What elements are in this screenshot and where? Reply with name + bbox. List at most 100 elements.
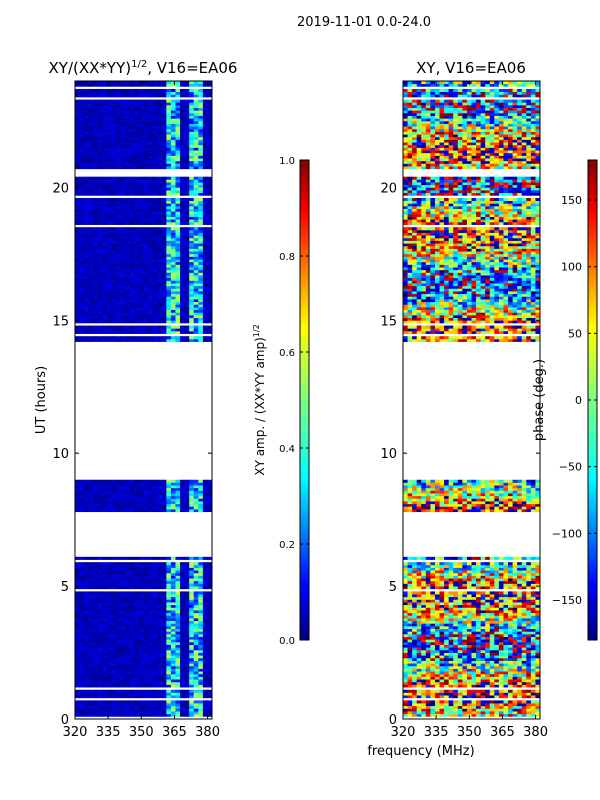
amplitude-heatmap-cell xyxy=(129,493,135,497)
amplitude-heatmap-cell xyxy=(189,679,195,683)
amplitude-heatmap-cell xyxy=(97,689,103,693)
amplitude-heatmap-cell xyxy=(125,104,131,108)
amplitude-heatmap-cell xyxy=(120,182,126,186)
amplitude-heatmap-cell xyxy=(170,189,176,194)
amplitude-heatmap-cell xyxy=(166,485,172,489)
amplitude-heatmap-cell xyxy=(148,660,154,664)
amplitude-heatmap-cell xyxy=(161,235,167,239)
amplitude-heatmap-cell xyxy=(143,123,149,127)
amplitude-heatmap-cell xyxy=(157,304,163,308)
amplitude-heatmap-cell xyxy=(202,163,208,167)
amplitude-heatmap-cell xyxy=(84,163,90,167)
amplitude-heatmap-cell xyxy=(75,490,80,494)
amplitude-heatmap-cell xyxy=(84,636,90,640)
amplitude-heatmap-cell xyxy=(143,221,149,225)
amplitude-heatmap-cell xyxy=(125,665,131,669)
amplitude-heatmap-cell xyxy=(75,227,80,231)
amplitude-heatmap-cell xyxy=(152,126,158,130)
amplitude-heatmap-cell xyxy=(102,232,108,236)
amplitude-heatmap-cell xyxy=(138,91,144,95)
amplitude-heatmap-cell xyxy=(161,288,167,292)
amplitude-xtick-label: 350 xyxy=(129,725,154,740)
phase-heatmap-cell xyxy=(412,711,418,715)
amplitude-heatmap-cell xyxy=(193,288,199,292)
amplitude-heatmap-cell xyxy=(120,338,126,342)
amplitude-heatmap-cell xyxy=(193,495,199,499)
amplitude-heatmap-cell xyxy=(79,604,85,608)
amplitude-heatmap-cell xyxy=(207,338,212,342)
amplitude-heatmap-cell xyxy=(97,330,103,334)
amplitude-heatmap-cell xyxy=(198,655,204,659)
amplitude-heatmap-cell xyxy=(120,208,126,212)
amplitude-heatmap-cell xyxy=(170,200,176,204)
amplitude-heatmap-cell xyxy=(193,625,199,630)
amplitude-heatmap-cell xyxy=(116,205,122,209)
amplitude-heatmap-cell xyxy=(166,243,172,247)
amplitude-heatmap-cell xyxy=(143,506,149,510)
amplitude-heatmap-cell xyxy=(180,131,185,135)
amplitude-heatmap-cell xyxy=(79,163,85,167)
amplitude-heatmap-cell xyxy=(129,647,135,651)
amplitude-heatmap-cell xyxy=(106,652,112,656)
amplitude-heatmap-cell xyxy=(138,482,144,486)
amplitude-heatmap-cell xyxy=(111,615,117,619)
amplitude-heatmap-cell xyxy=(93,134,99,138)
amplitude-heatmap-cell xyxy=(189,631,195,635)
amplitude-heatmap-cell xyxy=(111,219,117,223)
amplitude-heatmap-cell xyxy=(111,126,117,130)
amplitude-heatmap-cell xyxy=(84,705,90,709)
amplitude-heatmap-cell xyxy=(125,94,131,98)
amplitude-heatmap-cell xyxy=(189,705,195,709)
amplitude-heatmap-cell xyxy=(106,99,112,103)
amplitude-heatmap-cell xyxy=(106,564,112,568)
amplitude-heatmap-cell xyxy=(84,570,90,574)
amplitude-heatmap-cell xyxy=(75,237,80,241)
amplitude-heatmap-cell xyxy=(129,232,135,236)
amplitude-heatmap-cell xyxy=(120,107,126,111)
amplitude-heatmap-cell xyxy=(161,328,167,332)
amplitude-heatmap-cell xyxy=(184,267,190,271)
amplitude-heatmap-cell xyxy=(111,187,117,191)
amplitude-heatmap-cell xyxy=(180,283,185,287)
amplitude-heatmap-cell xyxy=(148,182,154,186)
amplitude-heatmap-cell xyxy=(125,578,131,582)
amplitude-heatmap-cell xyxy=(84,285,90,289)
phase-heatmap-cell xyxy=(412,713,418,717)
amplitude-heatmap-cell xyxy=(129,144,135,148)
amplitude-heatmap-cell xyxy=(202,208,208,212)
amplitude-heatmap-cell xyxy=(79,277,85,281)
amplitude-heatmap-cell xyxy=(198,652,204,656)
amplitude-heatmap-cell xyxy=(207,187,212,191)
amplitude-heatmap-cell xyxy=(111,610,117,614)
amplitude-heatmap-cell xyxy=(84,485,90,489)
amplitude-heatmap-cell xyxy=(125,134,131,138)
amplitude-heatmap-cell xyxy=(175,676,181,680)
amplitude-heatmap-cell xyxy=(157,184,163,188)
amplitude-heatmap-cell xyxy=(134,591,140,595)
amplitude-heatmap-cell xyxy=(175,240,181,244)
phase-heatmap-cell xyxy=(471,695,477,699)
amplitude-heatmap-cell xyxy=(106,325,112,329)
amplitude-heatmap-cell xyxy=(75,625,80,630)
amplitude-heatmap-cell xyxy=(193,227,199,231)
amplitude-heatmap-cell xyxy=(129,641,135,645)
amplitude-heatmap-cell xyxy=(152,158,158,162)
amplitude-heatmap-cell xyxy=(125,253,131,257)
amplitude-heatmap-cell xyxy=(207,184,212,188)
amplitude-heatmap-cell xyxy=(143,200,149,204)
amplitude-heatmap-cell xyxy=(148,599,154,603)
amplitude-heatmap-cell xyxy=(143,695,149,699)
amplitude-colorbar-tick-label: 1.0 xyxy=(279,156,295,167)
amplitude-heatmap-cell xyxy=(157,612,163,616)
amplitude-heatmap-cell xyxy=(102,631,108,635)
amplitude-heatmap-cell xyxy=(184,275,190,279)
amplitude-heatmap-cell xyxy=(84,607,90,611)
amplitude-heatmap-cell xyxy=(175,314,181,318)
amplitude-heatmap-cell xyxy=(111,309,117,313)
phase-heatmap-cell xyxy=(412,692,418,696)
amplitude-heatmap-cell xyxy=(189,245,195,249)
amplitude-heatmap-cell xyxy=(134,163,140,167)
amplitude-heatmap-cell xyxy=(198,684,204,688)
amplitude-heatmap-cell xyxy=(129,112,135,116)
amplitude-heatmap-cell xyxy=(75,298,80,303)
